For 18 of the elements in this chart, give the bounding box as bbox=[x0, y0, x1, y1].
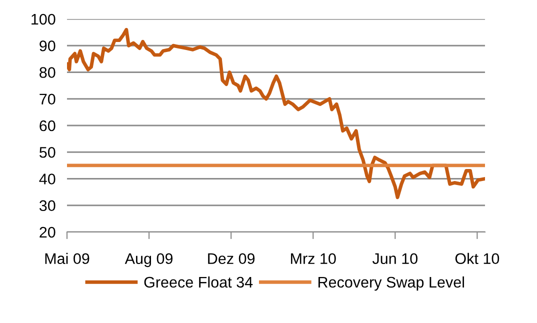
y-tick-label: 100 bbox=[32, 14, 56, 25]
x-tick-label: Aug 09 bbox=[124, 253, 173, 268]
y-tick-label: 90 bbox=[40, 40, 56, 52]
y-tick-label: 70 bbox=[40, 94, 56, 105]
y-tick-label: 80 bbox=[40, 67, 56, 78]
y-tick-label: 40 bbox=[39, 174, 56, 184]
x-tick-label: Okt 10 bbox=[455, 252, 500, 264]
line-series bbox=[67, 28, 485, 200]
y-tick-label: 30 bbox=[39, 200, 56, 212]
y-tick-label: 20 bbox=[40, 226, 56, 238]
legend-label: Greece Float 34 bbox=[144, 276, 253, 288]
x-tick-label: Mrz 10 bbox=[291, 253, 336, 264]
legend-label: Recovery Swap Level bbox=[318, 276, 464, 291]
y-tick-label: 50 bbox=[40, 146, 56, 158]
x-tick-label: Jun 10 bbox=[372, 253, 418, 264]
x-tick-label: Dez 09 bbox=[208, 253, 255, 264]
x-tick-label: Mai 09 bbox=[45, 252, 90, 264]
y-tick-label: 60 bbox=[40, 120, 56, 132]
